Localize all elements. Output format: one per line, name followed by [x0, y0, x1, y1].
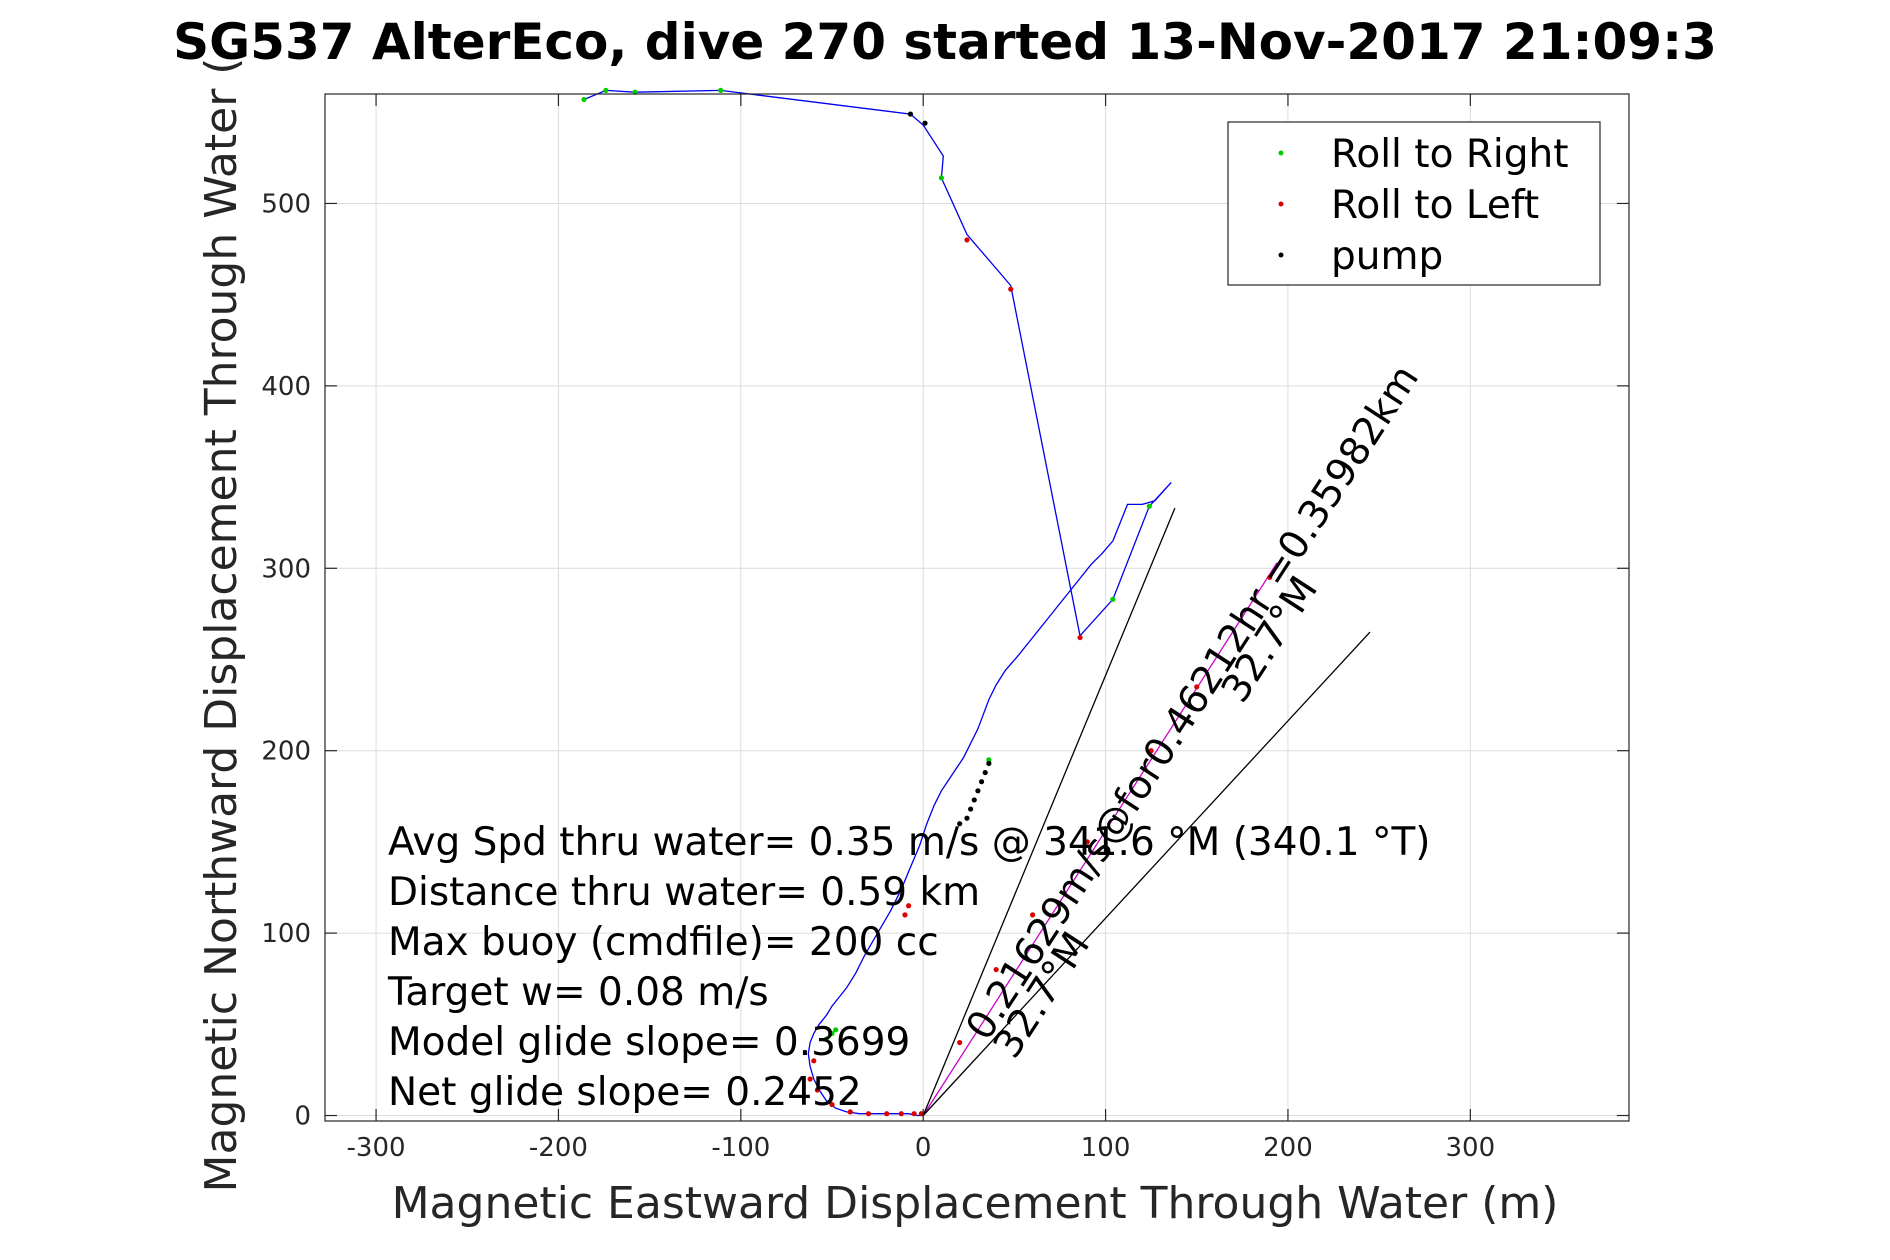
x-tick-label: -300: [347, 1133, 406, 1163]
roll-left-point: [1077, 634, 1083, 641]
roll-left-point: [814, 1087, 821, 1093]
stat-target-w: Target w= 0.08 m/s: [387, 970, 769, 1015]
y-tick-label: 100: [261, 919, 311, 949]
roll-left-point: [1194, 684, 1200, 690]
pump-point: [968, 806, 974, 812]
roll-left-point: [811, 1058, 817, 1064]
plot-frame: [324, 93, 1630, 1122]
x-tick-label: 300: [1446, 1133, 1496, 1163]
pump-point: [971, 797, 977, 803]
roll-left-point: [957, 1039, 963, 1046]
y-tick-label: 0: [294, 1102, 311, 1132]
roll-left-point: [1030, 912, 1036, 918]
legend-marker-roll-left: [1278, 201, 1284, 207]
x-tick-labels: -300 -200 -100 0 100 200 300: [347, 1133, 1496, 1163]
ticks: [325, 94, 1629, 1121]
roll-left-point: [847, 1109, 853, 1115]
pump-point: [907, 111, 914, 117]
roll-left-point: [906, 903, 912, 909]
x-axis-label: Magnetic Eastward Displacement Through W…: [392, 1178, 1559, 1229]
legend-label-roll-left: Roll to Left: [1331, 183, 1539, 228]
pump-point: [978, 779, 985, 785]
track-line: [583, 89, 1172, 1117]
stat-distance: Distance thru water= 0.59 km: [388, 870, 980, 915]
pump-point: [957, 821, 963, 827]
roll-left-point: [884, 1111, 890, 1117]
roll-right-point: [829, 1030, 835, 1037]
guide-lines: [922, 507, 1371, 1116]
roll-left-point: [1084, 839, 1090, 845]
grid: [325, 94, 1629, 1121]
guide-line: [922, 507, 1176, 1116]
pump-point: [964, 815, 970, 821]
legend-box: [1227, 121, 1601, 286]
roll-left-point: [911, 1111, 917, 1117]
roll-right-point: [833, 1027, 839, 1033]
x-tick-label: -200: [529, 1133, 588, 1163]
legend-marker-pump: [1278, 252, 1284, 258]
pump-point: [975, 788, 981, 794]
roll-right-point: [1110, 596, 1116, 602]
roll-left-point: [898, 1111, 904, 1117]
stat-net-glide-slope: Net glide slope= 0.2452: [388, 1070, 862, 1115]
roll-right-point: [986, 757, 992, 763]
legend-label-roll-right: Roll to Right: [1331, 132, 1569, 177]
roll-left-point: [1148, 748, 1154, 754]
roll-right-point: [823, 1036, 830, 1042]
x-tick-label: 200: [1263, 1133, 1313, 1163]
legend: Roll to Right Roll to Left pump: [1227, 121, 1601, 286]
legend-label-pump: pump: [1331, 234, 1443, 279]
guide-line: [922, 631, 1371, 1116]
pump-point: [982, 769, 988, 776]
stat-max-buoy: Max buoy (cmdfile)= 200 cc: [388, 920, 939, 965]
y-tick-label: 200: [261, 737, 311, 767]
roll-right-point: [718, 87, 724, 93]
pump-point: [986, 760, 992, 767]
roll-right-point: [1146, 503, 1152, 509]
pump-point: [922, 120, 928, 126]
x-tick-label: 0: [915, 1133, 932, 1163]
roll-right-point: [938, 175, 945, 181]
y-tick-labels: 0 100 200 300 400 500: [261, 189, 311, 1131]
roll-left-point: [807, 1076, 813, 1082]
roll-left-point: [993, 966, 999, 973]
roll-right-point: [603, 87, 609, 93]
roll-left-point: [865, 1111, 872, 1117]
roll-left-point: [829, 1101, 835, 1108]
y-axis-label: Magnetic Northward Displacement Through …: [196, 58, 247, 1193]
track: [583, 89, 1172, 1117]
y-tick-label: 400: [261, 372, 311, 402]
roll-left-point: [964, 237, 970, 243]
mean-track-line: [922, 562, 1278, 1116]
roll-left-point: [1008, 286, 1014, 292]
chart-title: SG537 AlterEco, dive 270 started 13-Nov-…: [173, 13, 1717, 71]
stats-block: Avg Spd thru water= 0.35 m/s @ 341.6 °M …: [387, 820, 1431, 1115]
stat-model-glide-slope: Model glide slope= 0.3699: [388, 1020, 910, 1065]
legend-marker-roll-right: [1278, 150, 1284, 156]
y-tick-label: 300: [261, 554, 311, 584]
stat-avg-speed: Avg Spd thru water= 0.35 m/s @ 341.6 °M …: [388, 820, 1431, 865]
roll-left-point: [1267, 574, 1273, 581]
roll-right-point: [581, 96, 587, 103]
x-tick-label: 100: [1081, 1133, 1131, 1163]
x-tick-label: -100: [711, 1133, 770, 1163]
y-tick-label: 500: [261, 189, 311, 219]
roll-left-point: [902, 912, 908, 918]
